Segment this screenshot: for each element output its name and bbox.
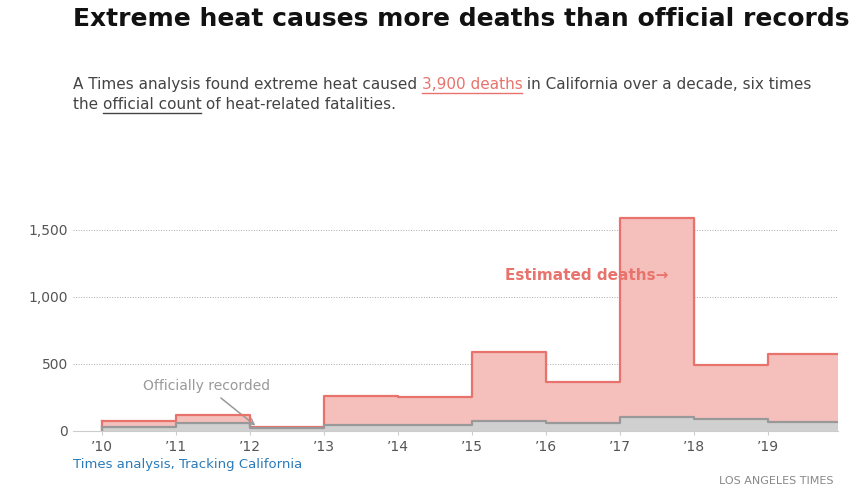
Polygon shape: [103, 417, 841, 431]
Text: official count: official count: [103, 97, 202, 111]
Text: Estimated deaths→: Estimated deaths→: [505, 268, 669, 283]
Text: Times analysis, Tracking California: Times analysis, Tracking California: [73, 458, 302, 471]
Text: the: the: [73, 97, 103, 111]
Text: 3,900 deaths: 3,900 deaths: [422, 77, 522, 92]
Text: Officially recorded: Officially recorded: [143, 380, 270, 425]
Text: Extreme heat causes more deaths than official records show: Extreme heat causes more deaths than off…: [73, 7, 855, 31]
Text: of heat-related fatalities.: of heat-related fatalities.: [202, 97, 397, 111]
Text: A Times analysis found extreme heat caused: A Times analysis found extreme heat caus…: [73, 77, 422, 92]
Text: LOS ANGELES TIMES: LOS ANGELES TIMES: [719, 476, 834, 486]
Text: in California over a decade, six times: in California over a decade, six times: [522, 77, 811, 92]
Polygon shape: [103, 218, 841, 431]
